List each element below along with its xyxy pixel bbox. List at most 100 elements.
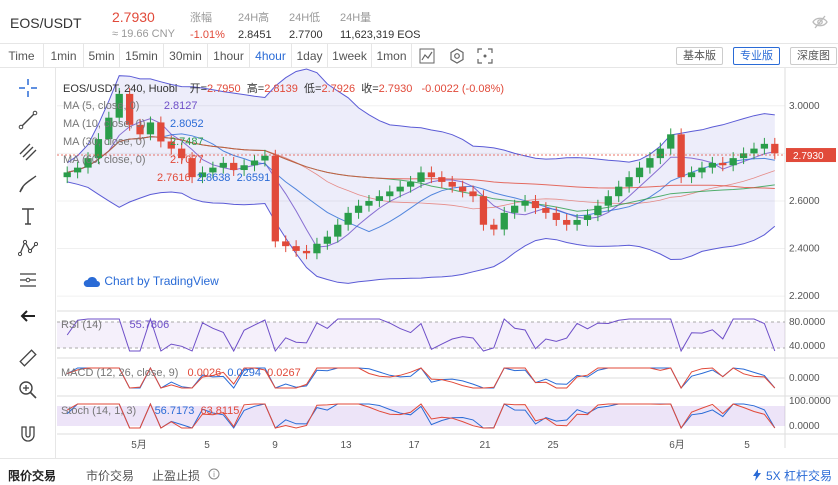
tab-limit-trade[interactable]: 限价交易 — [8, 469, 57, 483]
tf-1hour[interactable]: 1hour — [208, 44, 250, 68]
tf-5min[interactable]: 5min — [84, 44, 120, 68]
pattern-icon[interactable] — [18, 238, 38, 258]
candle-body — [479, 196, 488, 225]
info-icon[interactable]: i — [208, 468, 220, 480]
candle-body — [178, 148, 186, 159]
candle-body — [542, 208, 550, 213]
candle-body — [73, 167, 82, 173]
fullscreen-icon[interactable] — [477, 48, 493, 64]
candle-body — [94, 139, 103, 159]
brush-icon[interactable] — [18, 174, 38, 194]
leverage-trade-link[interactable]: 5X 杠杆交易 — [751, 467, 832, 484]
measure-icon[interactable] — [18, 270, 38, 290]
candle-body — [719, 162, 727, 166]
candle-body — [209, 167, 217, 173]
price-box: 2.7930 ≈ 19.66 CNY — [112, 9, 175, 40]
svg-text:i: i — [213, 470, 215, 479]
indicator-tick-label: 40.0000 — [789, 341, 826, 352]
price-tick-label: 2.6000 — [789, 196, 820, 207]
candle-body — [105, 117, 113, 140]
candle-body — [313, 243, 321, 254]
tab-market-trade[interactable]: 市价交易 — [86, 469, 135, 483]
candle-body — [167, 141, 175, 149]
candle-body — [698, 167, 706, 173]
indicator-tick-label: 0.0000 — [789, 421, 820, 432]
rsi-band — [57, 322, 785, 348]
tf-time[interactable]: Time — [0, 44, 44, 68]
ma5-legend: MA (5, close, 0) 2.8127 — [63, 100, 198, 112]
price-tick-label: 2.4000 — [789, 244, 820, 255]
tf-1week[interactable]: 1week — [328, 44, 372, 68]
indicator-line — [66, 317, 776, 353]
tradingview-watermark[interactable]: Chart by TradingView — [83, 274, 219, 288]
indicator-tick-label: 100.0000 — [789, 396, 831, 407]
candle-body — [230, 162, 238, 171]
date-tick-label: 9 — [272, 440, 278, 451]
candle-body — [729, 158, 737, 166]
tf-1min[interactable]: 1min — [44, 44, 84, 68]
indicator-line — [67, 366, 776, 389]
candle-body — [573, 219, 581, 225]
eye-off-icon[interactable] — [812, 14, 828, 30]
timeframe-toolbar: Time 1min 5min 15min 30min 1hour 4hour 1… — [0, 44, 838, 68]
candle-body — [250, 160, 259, 166]
trend-line-icon[interactable] — [18, 110, 38, 130]
fib-icon[interactable] — [18, 142, 38, 162]
candle-body — [240, 165, 248, 171]
candle-body — [500, 212, 508, 230]
candle-body — [563, 219, 571, 225]
pro-view-button[interactable]: 专业版 — [733, 47, 780, 65]
candle-body — [302, 250, 311, 254]
tab-stop-trade[interactable]: 止盈止损 — [152, 469, 201, 483]
candle-body — [552, 212, 560, 220]
ohlc-legend: EOS/USDT, 240, Huobi 开=2.7950 高=2.8139 低… — [63, 83, 505, 95]
tf-1mon[interactable]: 1mon — [372, 44, 412, 68]
market-header: EOS/USDT 2.7930 ≈ 19.66 CNY 涨幅 -1.01% 24… — [0, 0, 838, 44]
stat-high: 24H高 2.8451 — [238, 12, 272, 41]
tf-30min[interactable]: 30min — [164, 44, 208, 68]
crosshair-icon[interactable] — [18, 78, 38, 98]
candle-body — [594, 205, 602, 216]
candle-body — [750, 148, 758, 154]
candle-body — [146, 122, 155, 135]
back-arrow-icon[interactable] — [18, 306, 38, 326]
tf-15min[interactable]: 15min — [120, 44, 164, 68]
tf-4hour[interactable]: 4hour — [250, 44, 292, 68]
candle-body — [635, 167, 644, 178]
bb-lower — [67, 181, 776, 284]
candle-body — [604, 196, 612, 206]
chart-area[interactable]: 3.00002.80002.60002.40002.20002.793080.0… — [57, 68, 838, 458]
magnet-icon[interactable] — [18, 424, 38, 444]
candle-body — [677, 134, 685, 178]
candle-body — [261, 155, 269, 161]
candle-body — [438, 177, 446, 182]
candle-body — [511, 205, 519, 213]
depth-view-button[interactable]: 深度图 — [790, 47, 837, 65]
candle-body — [427, 172, 436, 178]
cloud-icon — [83, 276, 100, 287]
text-icon[interactable] — [18, 206, 38, 226]
date-tick-label: 13 — [340, 440, 352, 451]
current-price-label: 2.7930 — [793, 151, 824, 162]
tf-1day[interactable]: 1day — [292, 44, 328, 68]
trade-tabs: 限价交易 市价交易 止盈止损 i 5X 杠杆交易 — [0, 458, 838, 485]
macd-legend: MACD (12, 26, close, 9) 0.0026 0.0294 0.… — [61, 367, 301, 379]
candle-body — [271, 155, 279, 242]
stoch-legend: Stoch (14, 1, 3) 56.7173 63.8115 — [61, 405, 240, 417]
date-tick-label: 5月 — [131, 439, 147, 451]
candle-body — [531, 200, 540, 209]
ruler-icon[interactable] — [18, 348, 38, 368]
indicator-tick-label: 0.0000 — [789, 373, 820, 384]
zoom-in-icon[interactable] — [18, 380, 38, 400]
last-price: 2.7930 — [112, 9, 155, 25]
rsi-legend: RSI (14) 55.7806 — [61, 319, 170, 331]
candle-body — [323, 236, 331, 244]
basic-view-button[interactable]: 基本版 — [676, 47, 723, 65]
pair-name[interactable]: EOS/USDT — [10, 15, 82, 31]
candle-body — [406, 181, 415, 187]
candlestick-chart[interactable]: 3.00002.80002.60002.40002.20002.793080.0… — [57, 68, 838, 458]
bb-legend: 2.7616 2.8638 2.6591 — [157, 172, 271, 184]
candle-body — [739, 153, 748, 159]
settings-icon[interactable] — [449, 48, 465, 64]
indicator-icon[interactable] — [419, 48, 435, 64]
